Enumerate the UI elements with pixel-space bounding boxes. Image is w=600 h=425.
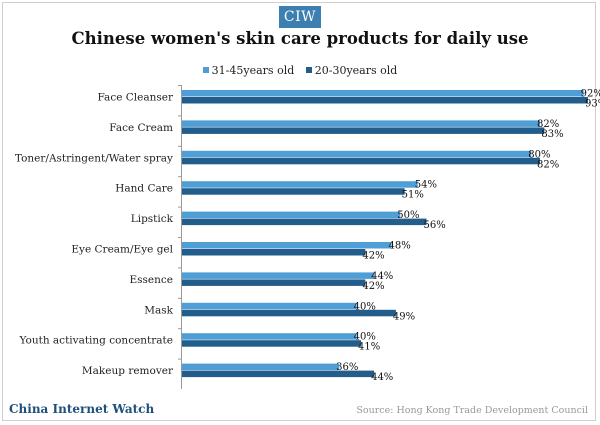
category-label: Lipstick: [131, 213, 174, 225]
data-label: 92%: [581, 89, 600, 100]
category-label: Youth activating concentrate: [19, 335, 174, 347]
bar-series-2: [182, 97, 588, 104]
bar-series-2: [182, 188, 405, 195]
bar-series-1: [182, 333, 357, 340]
category-label: Essence: [129, 274, 173, 286]
bar-series-2: [182, 340, 361, 347]
bar-series-2: [182, 157, 540, 165]
data-label: 42%: [362, 251, 384, 262]
data-label: 54%: [415, 180, 437, 191]
data-label: 83%: [541, 129, 563, 140]
data-label: 50%: [397, 210, 419, 221]
data-label: 36%: [336, 362, 358, 373]
bar-series-1: [182, 242, 392, 249]
legend-swatch-series-1: [202, 67, 209, 73]
data-label: 56%: [423, 220, 445, 231]
bar-series-1: [182, 272, 375, 279]
category-label: Face Cleanser: [97, 92, 173, 104]
data-label: 82%: [537, 159, 559, 170]
chart-frame: [2, 2, 596, 421]
bar-series-2: [182, 249, 366, 256]
data-label: 42%: [362, 281, 384, 292]
legend-swatch-series-2: [305, 67, 312, 73]
data-label: 40%: [354, 301, 376, 312]
category-label: Makeup remover: [82, 365, 174, 377]
data-label: 41%: [358, 342, 380, 353]
data-label: 51%: [402, 190, 424, 201]
data-label: 44%: [371, 271, 393, 282]
bar-series-1: [182, 302, 357, 310]
bar-series-1: [182, 211, 401, 219]
data-label: 48%: [389, 241, 411, 252]
bar-series-1: [182, 363, 340, 371]
legend-label-series-1: 31-45years old: [211, 63, 295, 77]
category-label: Hand Care: [115, 183, 173, 195]
bar-series-1: [182, 120, 540, 127]
chart-legend: 31-45years old 20-30years old: [0, 63, 600, 77]
legend-item-series-2: 20-30years old: [305, 63, 398, 77]
data-label: 80%: [528, 149, 550, 160]
data-label: 93%: [585, 99, 600, 110]
bar-series-2: [182, 309, 396, 317]
category-label: Mask: [144, 304, 173, 316]
bar-series-1: [182, 90, 584, 97]
footer-source: Source: Hong Kong Trade Development Coun…: [356, 405, 588, 416]
data-label: 40%: [354, 332, 376, 343]
bar-series-1: [182, 181, 418, 188]
footer-brand: China Internet Watch: [9, 402, 155, 416]
bar-series-2: [182, 127, 545, 134]
bar-series-1: [182, 150, 532, 158]
bar-series-2: [182, 370, 375, 378]
category-label: Eye Cream/Eye gel: [71, 244, 173, 256]
ciw-logo: CIW: [279, 6, 321, 28]
legend-label-series-2: 20-30years old: [314, 63, 398, 77]
category-label: Face Cream: [109, 122, 173, 134]
data-label: 82%: [537, 119, 559, 130]
legend-item-series-1: 31-45years old: [202, 63, 295, 77]
data-label: 44%: [371, 372, 393, 383]
bar-series-2: [182, 218, 427, 226]
category-label: Toner/Astringent/Water spray: [15, 152, 173, 164]
chart-title: Chinese women's skin care products for d…: [71, 29, 529, 48]
bar-series-2: [182, 279, 366, 286]
data-label: 49%: [393, 311, 415, 322]
